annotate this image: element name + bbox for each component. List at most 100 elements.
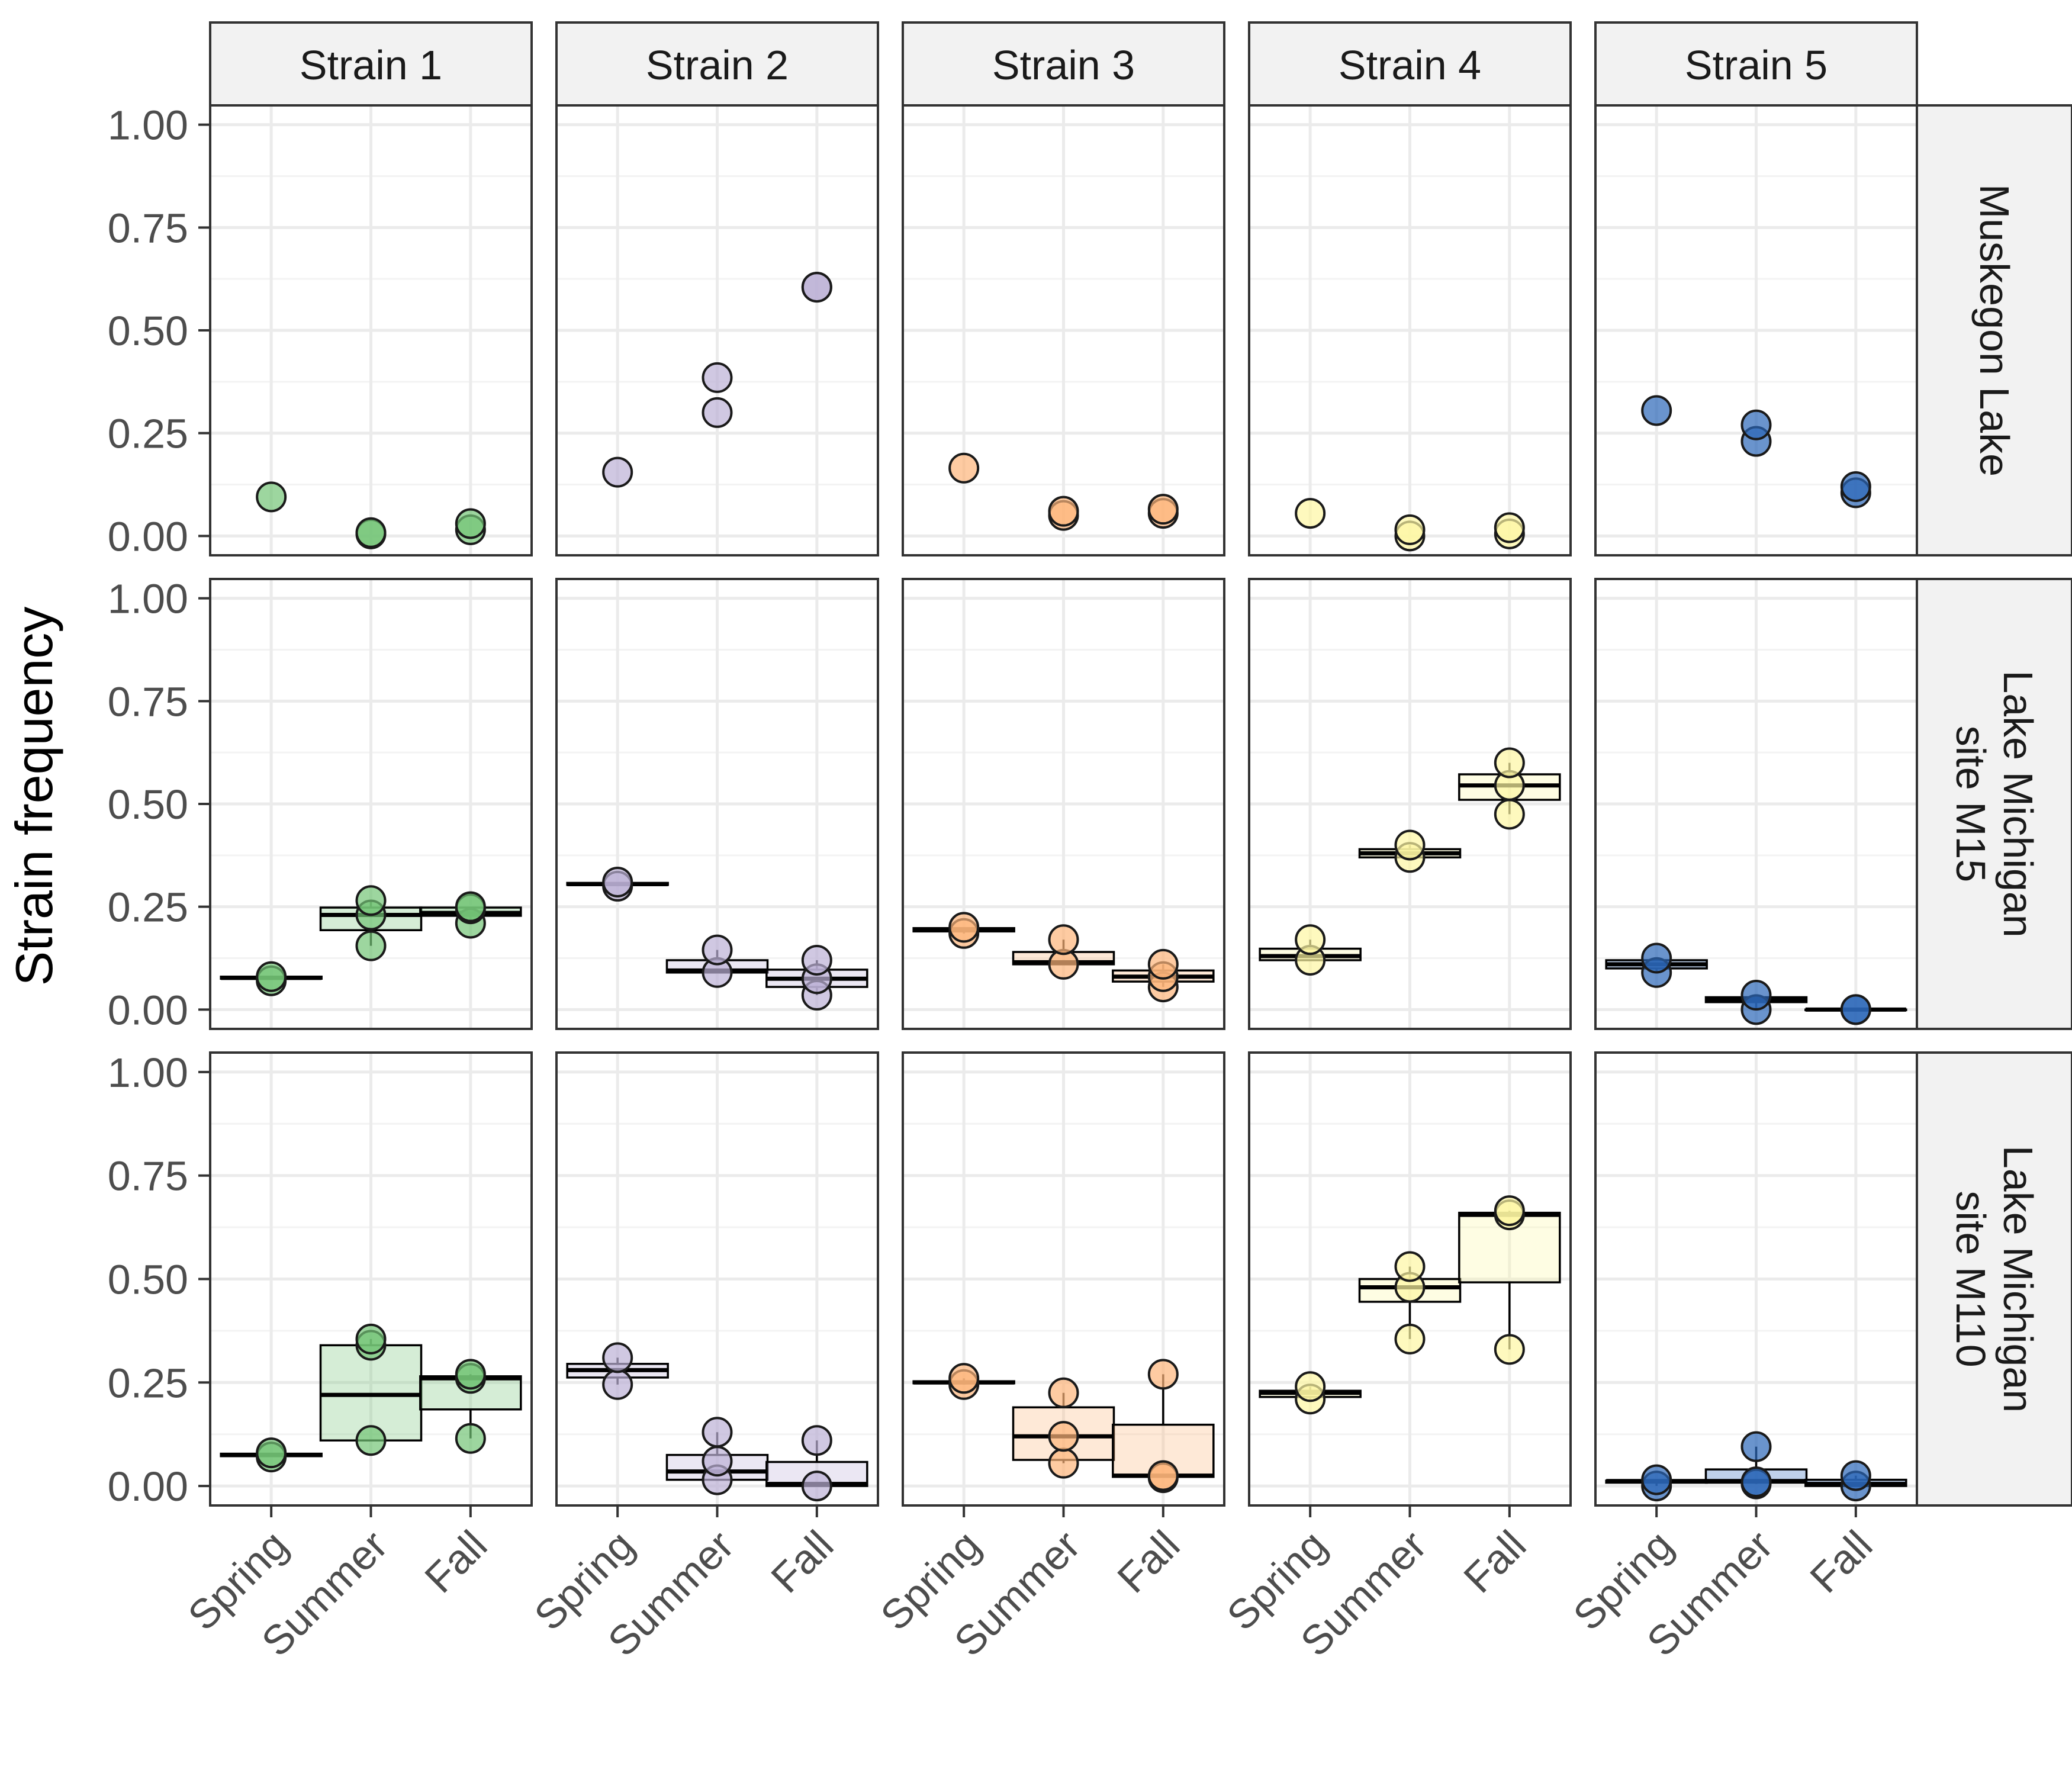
strip-row-label-3-1: Lake Michigan <box>1995 1146 2041 1413</box>
data-point <box>1494 799 1525 830</box>
x-tick-label: Fall <box>1109 1521 1189 1601</box>
y-tick-label: 0.25 <box>108 1360 188 1406</box>
data-point <box>948 1363 980 1394</box>
data-point <box>256 961 287 992</box>
y-tick-label: 0.00 <box>108 513 188 559</box>
panel-border-2-2 <box>555 578 879 1030</box>
data-point <box>948 452 980 484</box>
strip-col-3 <box>902 21 1225 107</box>
data-point <box>1494 747 1525 778</box>
y-tick-label: 1.00 <box>108 1050 188 1096</box>
data-point <box>702 934 733 966</box>
y-tick-label: 0.50 <box>108 1257 188 1303</box>
data-point <box>1641 395 1672 426</box>
x-tick-label: Fall <box>762 1521 842 1601</box>
data-point <box>1394 514 1426 545</box>
data-point <box>1740 1431 1772 1462</box>
data-point <box>355 1323 387 1354</box>
data-point <box>355 930 387 961</box>
y-tick-label: 0.75 <box>108 678 188 725</box>
data-point <box>1295 1371 1326 1402</box>
data-point <box>1147 948 1179 980</box>
strip-col-label-4: Strain 4 <box>1339 42 1481 88</box>
strip-row-1 <box>1916 104 2072 556</box>
strip-row-label-group-1: Muskegon Lake <box>1971 184 2018 477</box>
data-point <box>702 1446 733 1477</box>
data-point <box>1494 512 1525 543</box>
strip-row-2 <box>1916 578 2072 1030</box>
data-point <box>256 1437 287 1469</box>
panel-border-2-3 <box>902 578 1225 1030</box>
data-point <box>1295 924 1326 955</box>
y-axis-title: Strain frequency <box>5 607 63 986</box>
data-points <box>256 272 1871 1502</box>
data-point <box>256 481 287 513</box>
data-point <box>1840 471 1871 502</box>
data-point <box>1147 1359 1179 1390</box>
y-tick-label: 0.75 <box>108 1153 188 1199</box>
data-point <box>1147 494 1179 525</box>
strip-col-4 <box>1248 21 1572 107</box>
data-point <box>455 1359 486 1390</box>
data-point <box>1494 1195 1525 1227</box>
data-point <box>455 891 486 922</box>
data-point <box>455 1423 486 1454</box>
y-tick-label: 0.50 <box>108 781 188 828</box>
data-point <box>801 272 832 303</box>
facet-strips: Strain 1 Strain 2 Strain 3 Strain 4 Strain 5… <box>209 21 2072 1507</box>
data-point <box>1048 1447 1079 1479</box>
data-point <box>1641 942 1672 974</box>
data-point <box>602 456 633 488</box>
strip-row-label-1-1: Muskegon Lake <box>1971 184 2018 477</box>
data-point <box>1048 924 1079 955</box>
strip-row-label-2-2: site M15 <box>1948 726 1994 883</box>
data-point <box>801 1425 832 1456</box>
data-point <box>1394 1323 1426 1354</box>
strip-col-label-3: Strain 3 <box>992 42 1135 88</box>
data-point <box>355 1425 387 1456</box>
data-point <box>355 517 387 548</box>
y-tick-label: 0.00 <box>108 987 188 1033</box>
data-point <box>1641 1464 1672 1495</box>
data-point <box>1295 498 1326 529</box>
data-point <box>1740 1466 1772 1498</box>
y-tick-label: 1.00 <box>108 576 188 622</box>
data-point <box>602 866 633 897</box>
strip-col-label-5: Strain 5 <box>1685 42 1828 88</box>
data-point <box>1048 1421 1079 1452</box>
data-point <box>1394 829 1426 861</box>
data-point <box>602 1342 633 1373</box>
y-tick-label: 0.25 <box>108 411 188 457</box>
panel-border-2-4 <box>1248 578 1572 1030</box>
y-tick-label: 0.50 <box>108 308 188 354</box>
data-point <box>1048 496 1079 527</box>
y-tick-label: 1.00 <box>108 102 188 149</box>
data-point <box>801 1471 832 1502</box>
data-point <box>801 944 832 976</box>
strip-col-5 <box>1594 21 1918 107</box>
data-point <box>702 362 733 393</box>
gridlines <box>210 105 1917 1505</box>
data-point <box>602 1369 633 1400</box>
strip-col-label-1: Strain 1 <box>300 42 442 88</box>
strip-row-label-3-2: site M110 <box>1948 1191 1994 1367</box>
data-point <box>948 912 980 943</box>
strip-col-1 <box>209 21 533 107</box>
strip-row-3 <box>1916 1051 2072 1507</box>
strip-col-label-2: Strain 2 <box>646 42 789 88</box>
strip-row-label-2-1: Lake Michigan <box>1995 670 2041 937</box>
data-point <box>1840 994 1871 1025</box>
y-tick-label: 0.25 <box>108 884 188 931</box>
y-tick-label: 0.00 <box>108 1463 188 1510</box>
data-point <box>702 397 733 428</box>
data-point <box>355 885 387 916</box>
x-tick-label: Fall <box>416 1521 496 1601</box>
strip-col-2 <box>555 21 879 107</box>
data-point <box>1740 409 1772 440</box>
data-point <box>1048 1377 1079 1408</box>
y-tick-label: 0.75 <box>108 205 188 251</box>
data-point <box>455 508 486 539</box>
